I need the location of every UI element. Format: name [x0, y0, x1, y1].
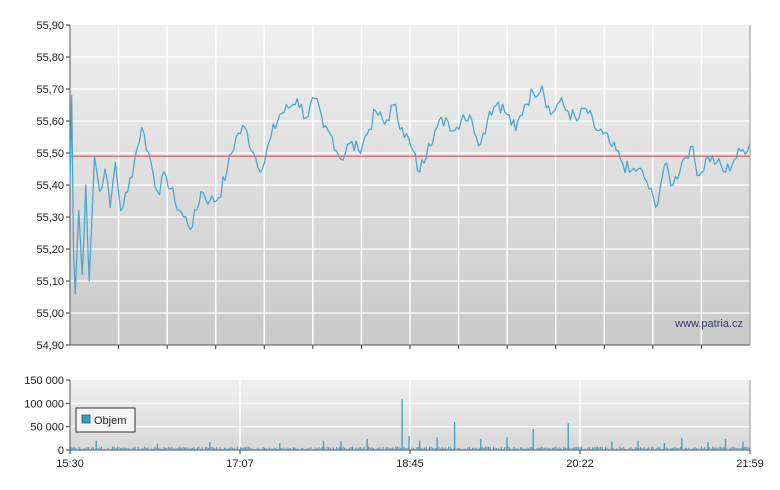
volume-y-tick-label: 50 000 — [30, 422, 64, 434]
legend-swatch — [81, 414, 91, 424]
volume-y-tick-label: 100 000 — [24, 398, 64, 410]
price-y-tick-label: 55,10 — [36, 276, 64, 288]
volume-y-tick-label: 150 000 — [24, 375, 64, 387]
volume-legend: Objem — [75, 407, 136, 433]
volume-panel: 15:30 17:07 18:45 20:22 21:59 150 000 100 000 5… — [24, 375, 764, 470]
price-y-tick-label: 55,50 — [36, 148, 64, 160]
price-y-tick-label: 54,90 — [36, 340, 64, 352]
price-y-tick-label: 55,90 — [36, 20, 64, 32]
price-y-tick-label: 55,60 — [36, 116, 64, 128]
price-y-tick-label: 55,20 — [36, 244, 64, 256]
volume-x-tick-label: 17:07 — [226, 458, 254, 470]
volume-x-tick-label: 18:45 — [396, 458, 424, 470]
price-y-tick-label: 55,00 — [36, 308, 64, 320]
legend-label: Objem — [94, 415, 126, 427]
volume-x-tick-label: 21:59 — [736, 458, 764, 470]
volume-y-tick-label: 0 — [58, 445, 64, 457]
price-y-tick-label: 55,30 — [36, 212, 64, 224]
price-y-tick-label: 55,80 — [36, 52, 64, 64]
price-y-tick-label: 55,40 — [36, 180, 64, 192]
price-panel: 55,90 55,80 55,70 55,60 55,50 55,40 55,30 55,20… — [36, 20, 751, 352]
watermark: www.patria.cz — [674, 318, 743, 330]
volume-x-tick-label: 15:30 — [56, 458, 84, 470]
volume-x-tick-label: 20:22 — [566, 458, 594, 470]
price-series-line — [69, 85, 751, 295]
price-y-tick-label: 55,70 — [36, 84, 64, 96]
